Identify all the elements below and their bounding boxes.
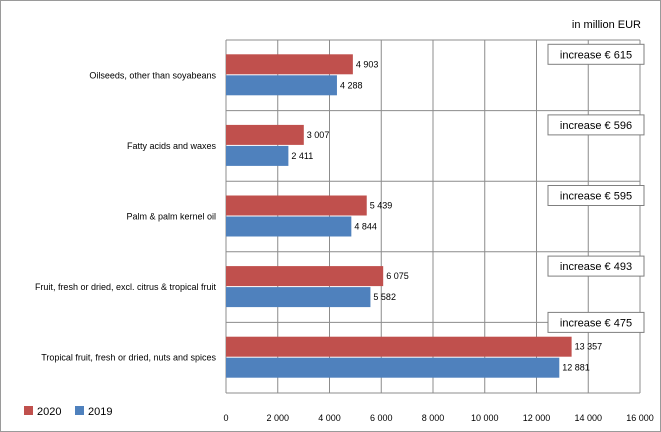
- annotation-text: increase € 493: [560, 261, 632, 273]
- bar-2020: [226, 54, 353, 75]
- annotation-text: increase € 475: [560, 317, 632, 329]
- x-tick-label: 10 000: [471, 413, 499, 423]
- labels: 0 2 000 4 000 6 000 8 000 10 000 12 000 14 000 1…: [35, 43, 654, 423]
- annotation-box: [547, 43, 645, 65]
- bar-2019: [226, 357, 560, 378]
- bar-2019: [226, 287, 371, 308]
- x-tick-label: 12 000: [523, 413, 551, 423]
- data-label-2020: 6 075: [386, 271, 409, 281]
- bars: [226, 54, 572, 378]
- data-label-2019: 5 582: [373, 292, 396, 302]
- category-label: Tropical fruit, fresh or dried, nuts and…: [41, 353, 216, 363]
- category-label: Fatty acids and waxes: [127, 141, 217, 151]
- data-label-2019: 2 411: [291, 151, 313, 161]
- x-tick-label: 0: [223, 413, 228, 423]
- annotation-text: increase € 595: [560, 191, 632, 203]
- bar-2019: [226, 216, 352, 237]
- annotation-box: [547, 311, 645, 333]
- unit-label: in million EUR: [572, 19, 641, 31]
- bar-2020: [226, 195, 367, 216]
- x-tick-label: 8 000: [422, 413, 445, 423]
- annotation-box: [547, 255, 645, 277]
- legend-label-2020: 2020: [37, 406, 61, 418]
- gridlines: [225, 39, 641, 394]
- data-label-2020: 13 357: [575, 342, 603, 352]
- x-tick-label: 2 000: [266, 413, 289, 423]
- bar-2020: [226, 266, 384, 287]
- x-tick-label: 16 000: [626, 413, 654, 423]
- data-label-2020: 4 903: [356, 59, 379, 69]
- x-tick-label: 14 000: [574, 413, 602, 423]
- bar-2019: [226, 145, 289, 166]
- legend-swatch-2020: [24, 406, 33, 415]
- bar-2020: [226, 124, 304, 145]
- legend-label-2019: 2019: [88, 406, 112, 418]
- category-label: Palm & palm kernel oil: [126, 212, 216, 222]
- bar-2019: [226, 75, 337, 96]
- data-label-2020: 5 439: [370, 201, 393, 211]
- x-tick-label: 4 000: [318, 413, 341, 423]
- legend: 2020 2019: [24, 406, 112, 418]
- data-label-2019: 4 844: [354, 222, 377, 232]
- bar-2020: [226, 336, 572, 357]
- x-tick-label: 6 000: [370, 413, 393, 423]
- category-label: Oilseeds, other than soyabeans: [89, 70, 216, 80]
- data-label-2019: 4 288: [340, 80, 363, 90]
- legend-swatch-2019: [75, 406, 84, 415]
- annotation-text: increase € 615: [560, 49, 632, 61]
- data-label-2020: 3 007: [307, 130, 330, 140]
- annotation-box: [547, 185, 645, 206]
- annotation-box: [547, 114, 645, 136]
- category-label: Fruit, fresh or dried, excl. citrus & tr…: [35, 282, 217, 292]
- data-label-2019: 12 881: [562, 363, 590, 373]
- annotation-text: increase € 596: [560, 120, 632, 132]
